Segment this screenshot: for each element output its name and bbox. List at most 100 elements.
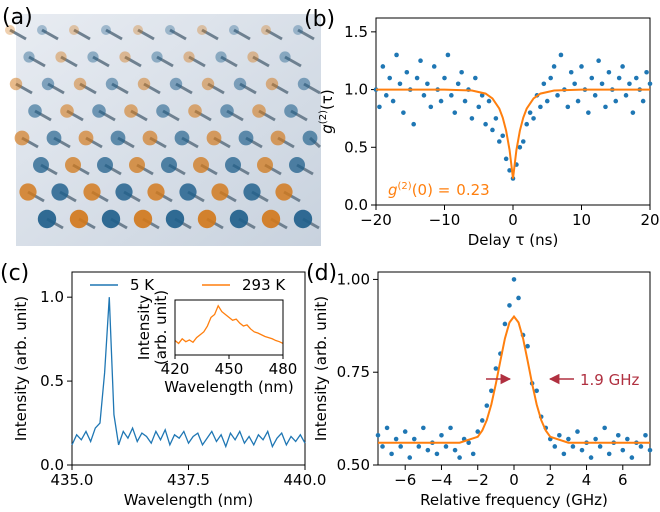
x-tick-label: 10 (572, 211, 591, 229)
legend-label: 5 K (130, 276, 155, 294)
data-point (521, 139, 526, 144)
data-point (398, 81, 403, 86)
atom (74, 78, 86, 90)
atom (220, 104, 234, 118)
data-point (453, 448, 458, 453)
inset-x-tick-label: 450 (215, 360, 244, 378)
y-tick-label: 1.00 (337, 270, 370, 288)
x-tick-label: −6 (394, 471, 416, 489)
data-point (631, 110, 636, 115)
data-point (407, 455, 412, 460)
data-point (476, 105, 481, 110)
data-point (394, 53, 399, 58)
data-point (531, 116, 536, 121)
y-tick-label: 0.5 (344, 138, 368, 156)
atom (51, 183, 68, 200)
atom (234, 78, 246, 90)
atom (138, 78, 150, 90)
atom (239, 131, 254, 146)
data-point (403, 429, 408, 434)
data-point (429, 105, 434, 110)
data-point (415, 76, 420, 81)
data-point (557, 433, 562, 438)
atom (294, 210, 312, 228)
legend-label: 293 K (242, 276, 286, 294)
atom (15, 131, 30, 146)
data-point (555, 93, 560, 98)
value: 0.23 (456, 181, 489, 199)
data-point (435, 452, 440, 457)
atom (252, 104, 266, 118)
data-point (483, 122, 488, 127)
atom (55, 51, 66, 62)
data-point (500, 133, 505, 138)
argument: (0) = (412, 181, 451, 199)
lattice-image (5, 14, 321, 246)
atom (271, 131, 286, 146)
data-point (593, 93, 598, 98)
atom (202, 78, 214, 90)
atom (156, 104, 170, 118)
data-point (569, 70, 574, 75)
atom (69, 25, 79, 35)
data-point (456, 81, 461, 86)
data-point (452, 110, 457, 115)
atom (101, 25, 111, 35)
panel-label: (c) (0, 261, 29, 286)
data-point (572, 81, 577, 86)
data-point (630, 455, 635, 460)
data-point (528, 110, 533, 115)
atom (179, 183, 196, 200)
data-point (387, 76, 392, 81)
y-tick-label: 1.5 (344, 23, 368, 41)
atom (23, 51, 34, 62)
data-point (405, 70, 410, 75)
data-point (625, 437, 630, 442)
data-point (377, 105, 382, 110)
data-point (548, 76, 553, 81)
data-point (439, 433, 444, 438)
atom (207, 131, 222, 146)
y-tick-label: 0.50 (337, 456, 370, 474)
data-point (489, 388, 494, 393)
data-point (439, 99, 444, 104)
inset-x-tick-label: 480 (269, 360, 298, 378)
data-point (542, 81, 547, 86)
data-point (644, 70, 649, 75)
atom (115, 183, 132, 200)
data-point (607, 70, 612, 75)
data-point (566, 105, 571, 110)
data-point (463, 99, 468, 104)
data-point (639, 444, 644, 449)
atom (60, 104, 74, 118)
data-point (553, 444, 558, 449)
data-point (621, 448, 626, 453)
data-point (580, 448, 585, 453)
atom (166, 210, 184, 228)
atom (183, 51, 194, 62)
data-point (504, 157, 509, 162)
y-tick-label: 1.0 (344, 81, 368, 99)
data-point (518, 145, 523, 150)
atom (303, 131, 318, 146)
atom (10, 78, 22, 90)
data-point (448, 426, 453, 431)
atom (170, 78, 182, 90)
atom (119, 51, 130, 62)
atom (298, 78, 310, 90)
atom (143, 131, 158, 146)
atom (211, 183, 228, 200)
atom (198, 210, 216, 228)
data-point (457, 455, 462, 460)
data-point (480, 418, 485, 423)
data-point (398, 444, 403, 449)
atom (229, 25, 239, 35)
atom (83, 183, 100, 200)
superscript: (2) (398, 181, 412, 192)
data-point (449, 93, 454, 98)
atom (92, 104, 106, 118)
data-point (389, 452, 394, 457)
atom (261, 25, 271, 35)
data-point (602, 426, 607, 431)
x-tick-label: 6 (618, 471, 628, 489)
